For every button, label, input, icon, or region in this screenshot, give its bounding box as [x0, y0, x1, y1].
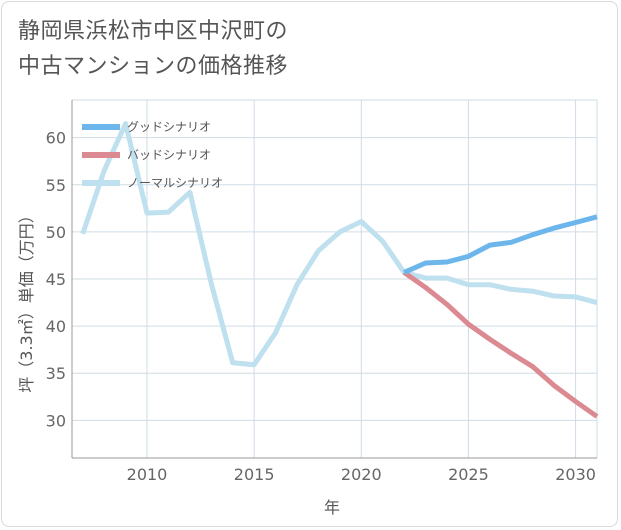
tick-labels: 2010 2015 2020 2025 2030 30 35 40 45 50 55 60: [46, 129, 596, 484]
title-line-2: 中古マンションの価格推移: [18, 54, 289, 79]
series-line-bad: [402, 270, 599, 419]
legend-label-bad: バッドシナリオ: [127, 148, 211, 162]
series-line-normal: [80, 121, 598, 368]
series: [80, 121, 599, 419]
y-tick-label: 60: [46, 129, 66, 148]
y-tick-label: 40: [46, 317, 66, 336]
x-tick-label: 2010: [127, 465, 168, 484]
y-tick-label: 45: [46, 270, 66, 289]
y-tick-label: 55: [46, 176, 66, 195]
x-axis-label: 年: [324, 498, 340, 517]
axes: [71, 100, 597, 459]
x-tick-label: 2015: [234, 465, 275, 484]
title-line-1: 静岡県浜松市中区中沢町の: [18, 19, 289, 44]
y-tick-label: 35: [46, 364, 66, 383]
x-tick-label: 2030: [555, 465, 596, 484]
y-axis-label: 坪（3.3㎡）単価（万円）: [17, 207, 36, 392]
legend-label-good: グッドシナリオ: [127, 120, 211, 134]
series-line-good: [403, 214, 598, 275]
legend-label-normal: ノーマルシナリオ: [127, 176, 223, 190]
x-tick-label: 2025: [448, 465, 489, 484]
chart-title: 静岡県浜松市中区中沢町の 中古マンションの価格推移: [18, 14, 598, 84]
x-tick-label: 2020: [341, 465, 382, 484]
y-tick-label: 50: [46, 223, 66, 242]
y-tick-label: 30: [46, 411, 66, 430]
grid: [72, 99, 598, 458]
